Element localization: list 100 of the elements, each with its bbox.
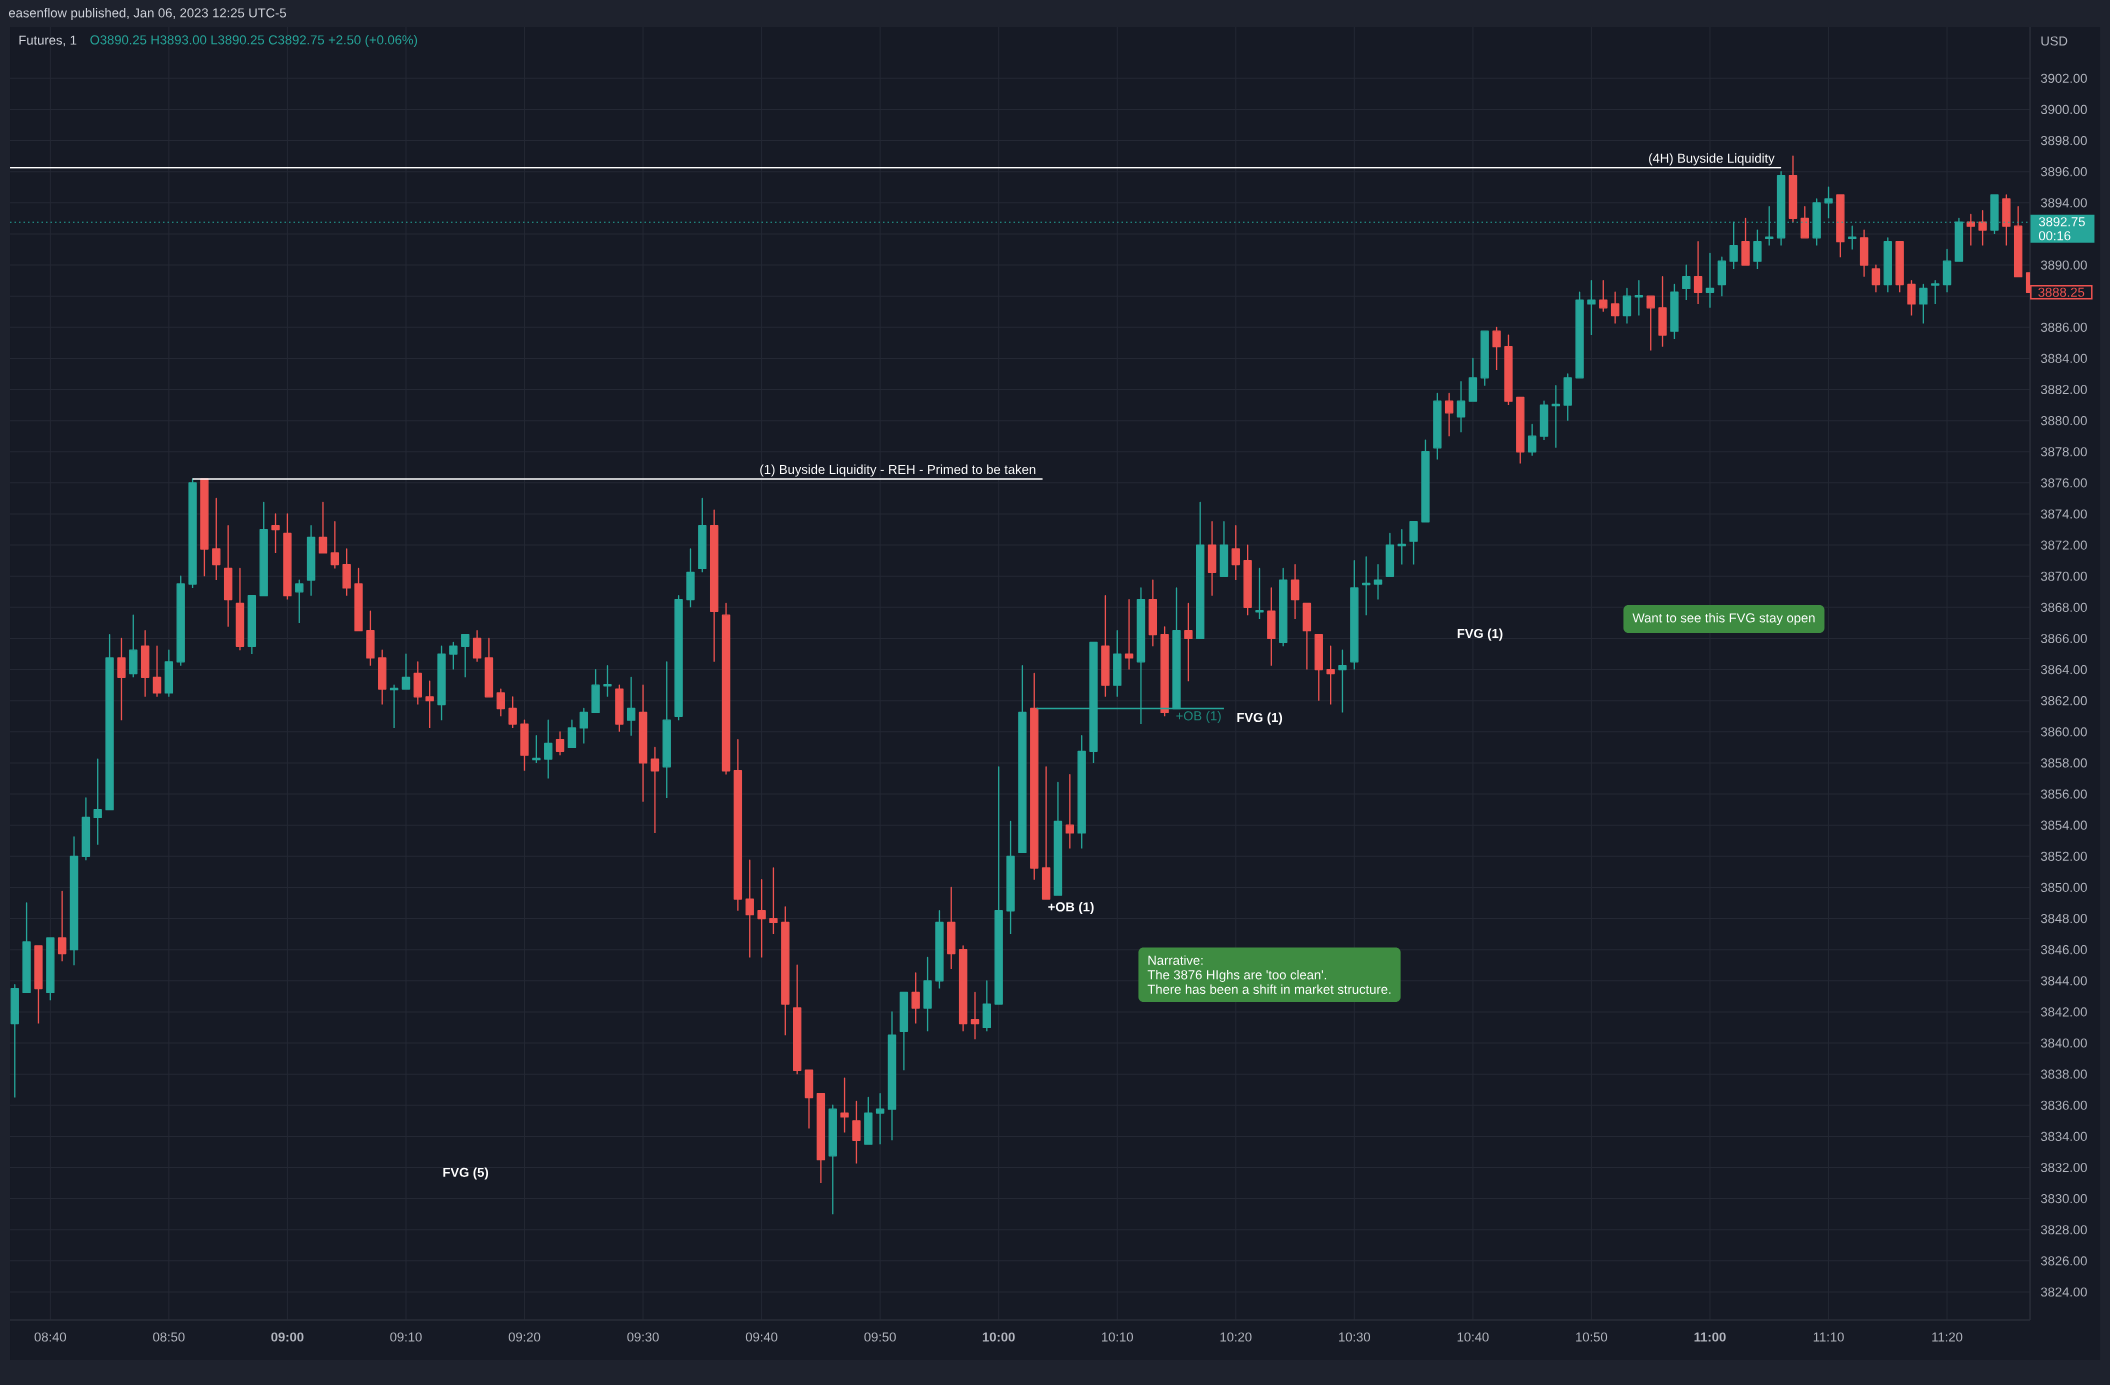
candlestick (603, 665, 612, 698)
candlestick (935, 910, 944, 990)
candlestick (1788, 155, 1798, 223)
candlestick (615, 684, 624, 733)
candlestick (1907, 279, 1916, 317)
y-tick-label: 3898.00 (2040, 135, 2087, 146)
candlestick (757, 879, 766, 959)
y-tick-label: 3824.00 (2040, 1287, 2087, 1297)
candlestick (1101, 595, 1110, 698)
candlestick (555, 731, 565, 756)
candlestick (887, 1011, 897, 1141)
y-tick-label: 3854.00 (2040, 820, 2087, 830)
annotation: Narrative: (1148, 955, 1203, 965)
candlestick (437, 645, 446, 721)
candlestick (745, 859, 754, 959)
candlestick (10, 984, 19, 1099)
candlestick (1599, 279, 1608, 313)
x-tick-label: 09:50 (864, 1332, 896, 1342)
x-tick-label: 11:10 (1813, 1332, 1844, 1342)
y-tick-label: 3840.00 (2040, 1038, 2087, 1048)
candlestick (1504, 334, 1513, 406)
y-tick-label: 3896.00 (2040, 167, 2087, 177)
x-tick-label: 09:20 (508, 1332, 541, 1342)
y-tick-label: 3832.00 (2040, 1162, 2087, 1173)
candlestick (235, 567, 245, 651)
candlestick (781, 906, 790, 1036)
y-tick-label: 3880.00 (2040, 416, 2087, 426)
candlestick (1942, 248, 1952, 293)
candlestick (793, 964, 802, 1075)
candlestick (330, 521, 340, 570)
x-tick-label: 10:40 (1457, 1332, 1489, 1342)
candlestick (152, 645, 162, 698)
y-tick-label: 3862.00 (2040, 696, 2087, 706)
candlestick (1148, 579, 1158, 647)
candlestick (1302, 602, 1312, 671)
y-tick-label: 3836.00 (2040, 1100, 2087, 1110)
annotation: FVG (1) (1457, 628, 1503, 641)
candlestick (1219, 521, 1229, 577)
candlestick (1184, 602, 1193, 682)
candlestick (970, 991, 980, 1040)
candlestick (2013, 206, 2023, 278)
candlestick (1658, 276, 1667, 348)
y-tick-label: 3902.00 (2040, 73, 2087, 83)
candlestick (1871, 264, 1881, 293)
candlestick (1527, 423, 1537, 457)
y-tick-label: 3844.00 (2040, 976, 2087, 986)
candlestick (1859, 229, 1869, 278)
candlestick (1350, 560, 1359, 671)
candlestick (212, 497, 221, 581)
candlestick (1622, 287, 1632, 325)
candlestick (354, 567, 363, 632)
candlestick (318, 501, 328, 554)
candlestick (947, 886, 956, 970)
y-tick-label: 3860.00 (2040, 727, 2087, 737)
candlestick (698, 497, 707, 573)
candlestick (1326, 645, 1335, 706)
candlestick (709, 509, 719, 663)
candlestick (1373, 563, 1383, 601)
candlestick (1124, 598, 1134, 671)
candlestick (401, 653, 411, 690)
candlestick (1705, 252, 1715, 309)
candlestick (1113, 630, 1122, 698)
candlestick (223, 525, 233, 628)
candlestick (34, 945, 43, 1025)
candlestick (1480, 330, 1489, 387)
candlestick (994, 766, 1003, 1005)
candlestick (46, 937, 55, 1001)
x-tick-label: 09:30 (627, 1332, 659, 1342)
y-tick-label: 3828.00 (2040, 1225, 2087, 1235)
x-tick-label: 09:40 (745, 1332, 778, 1342)
candlestick (804, 1069, 814, 1130)
candlestick (1824, 186, 1833, 220)
x-tick-label: 10:30 (1339, 1332, 1371, 1342)
candlestick (733, 738, 743, 912)
candlestick (1966, 213, 1975, 247)
y-tick-label: 3900.00 (2040, 104, 2087, 115)
candlestick (1682, 264, 1691, 301)
annotation: The 3876 HIghs are 'too clean'. (1147, 969, 1327, 982)
candlestick (982, 980, 992, 1032)
candlestick (461, 633, 470, 679)
candlestick (1800, 206, 1809, 239)
candlestick (1895, 241, 1904, 293)
y-tick-label: 3838.00 (2040, 1069, 2087, 1079)
candlestick (129, 614, 138, 679)
candlestick (911, 972, 920, 1025)
y-tick-label: 3882.00 (2040, 384, 2087, 395)
y-tick-label: 3856.00 (2040, 789, 2087, 799)
candlestick (1634, 279, 1644, 317)
candlestick (1563, 373, 1572, 422)
x-tick-label: 10:20 (1220, 1332, 1252, 1342)
candlestick (899, 991, 909, 1071)
candlestick (1279, 567, 1288, 647)
x-tick-label: 10:10 (1102, 1332, 1134, 1342)
candlestick (81, 797, 91, 861)
candlestick (1231, 525, 1240, 581)
candlestick (626, 676, 636, 737)
ref-line-label: 3892.75 00:16 (2038, 217, 2085, 241)
candlestick (1041, 766, 1051, 900)
y-tick-label: 3848.00 (2040, 913, 2087, 924)
candlestick (295, 579, 304, 624)
